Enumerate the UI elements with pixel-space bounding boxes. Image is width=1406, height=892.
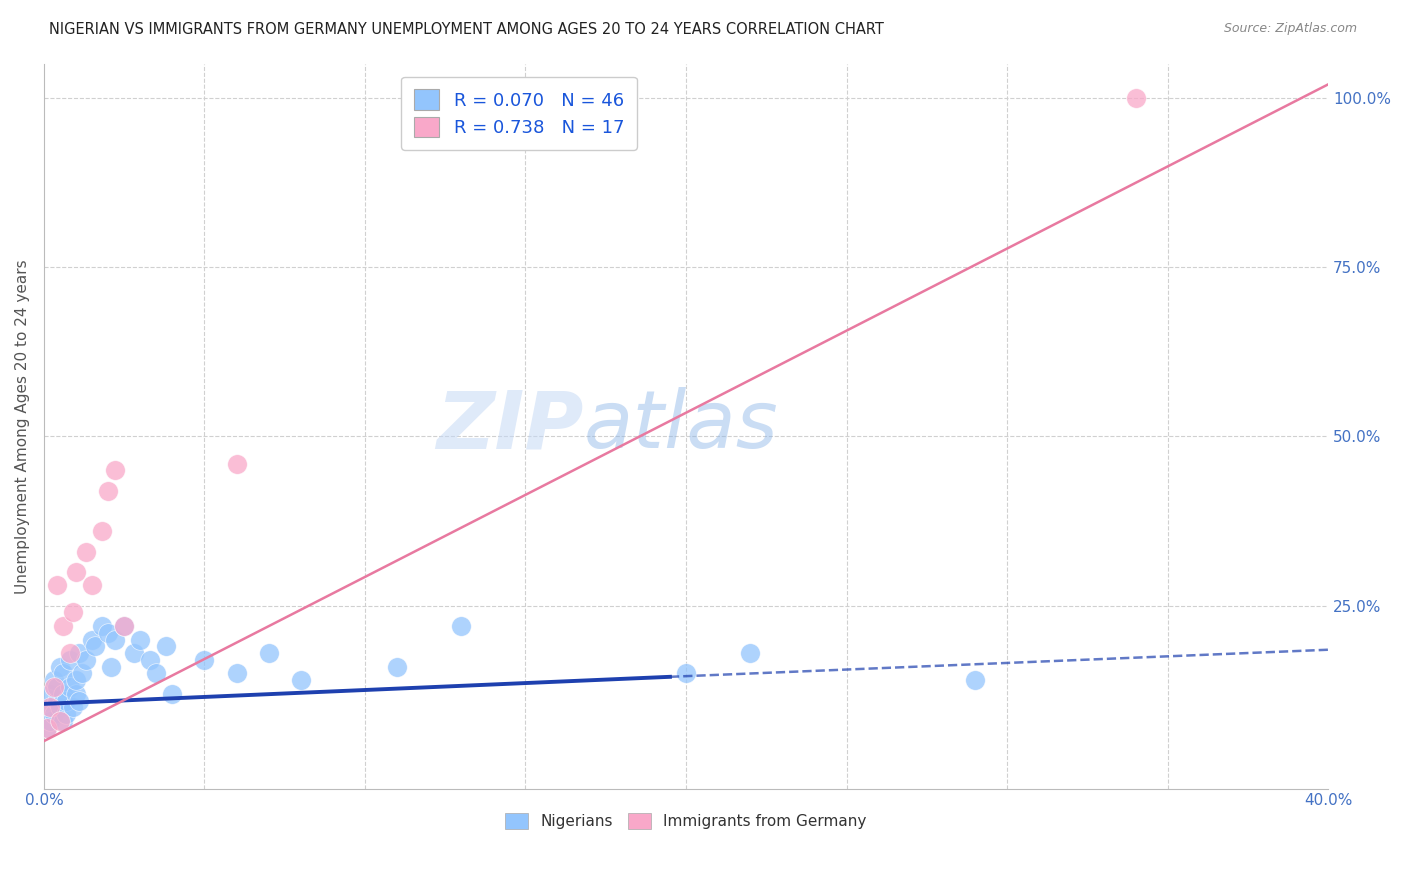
Point bbox=[62, 606, 84, 620]
Point bbox=[80, 632, 103, 647]
Point bbox=[1125, 91, 1147, 105]
Point bbox=[72, 666, 94, 681]
Point bbox=[100, 659, 122, 673]
Point bbox=[35, 700, 58, 714]
Point bbox=[39, 687, 62, 701]
Point bbox=[45, 578, 67, 592]
Text: atlas: atlas bbox=[583, 387, 778, 466]
Point bbox=[145, 666, 167, 681]
Point bbox=[963, 673, 986, 688]
Y-axis label: Unemployment Among Ages 20 to 24 years: Unemployment Among Ages 20 to 24 years bbox=[15, 259, 30, 593]
Point bbox=[740, 646, 762, 660]
Point bbox=[162, 687, 184, 701]
Text: NIGERIAN VS IMMIGRANTS FROM GERMANY UNEMPLOYMENT AMONG AGES 20 TO 24 YEARS CORRE: NIGERIAN VS IMMIGRANTS FROM GERMANY UNEM… bbox=[49, 22, 884, 37]
Point bbox=[139, 653, 162, 667]
Point bbox=[35, 721, 58, 735]
Point bbox=[193, 653, 215, 667]
Point bbox=[52, 666, 75, 681]
Point bbox=[103, 463, 125, 477]
Point bbox=[55, 707, 77, 722]
Point bbox=[45, 680, 67, 694]
Point bbox=[97, 483, 120, 498]
Point bbox=[55, 693, 77, 707]
Point bbox=[39, 714, 62, 728]
Point bbox=[45, 693, 67, 707]
Legend: Nigerians, Immigrants from Germany: Nigerians, Immigrants from Germany bbox=[499, 807, 873, 835]
Point bbox=[42, 680, 65, 694]
Point bbox=[80, 578, 103, 592]
Point bbox=[90, 619, 112, 633]
Point bbox=[52, 687, 75, 701]
Point bbox=[58, 680, 80, 694]
Point bbox=[39, 700, 62, 714]
Point bbox=[58, 646, 80, 660]
Point bbox=[84, 640, 107, 654]
Point bbox=[67, 693, 90, 707]
Point bbox=[67, 646, 90, 660]
Point bbox=[385, 659, 408, 673]
Point bbox=[155, 640, 177, 654]
Point bbox=[52, 714, 75, 728]
Point bbox=[52, 619, 75, 633]
Point bbox=[49, 659, 72, 673]
Point bbox=[58, 653, 80, 667]
Point bbox=[103, 632, 125, 647]
Point bbox=[225, 666, 247, 681]
Point bbox=[225, 457, 247, 471]
Point bbox=[129, 632, 152, 647]
Point bbox=[290, 673, 312, 688]
Point bbox=[450, 619, 472, 633]
Point bbox=[42, 707, 65, 722]
Point bbox=[675, 666, 697, 681]
Point bbox=[122, 646, 145, 660]
Point bbox=[112, 619, 135, 633]
Point bbox=[65, 565, 87, 579]
Point bbox=[257, 646, 280, 660]
Point bbox=[112, 619, 135, 633]
Point bbox=[65, 687, 87, 701]
Point bbox=[42, 673, 65, 688]
Text: ZIP: ZIP bbox=[436, 387, 583, 466]
Point bbox=[62, 700, 84, 714]
Text: Source: ZipAtlas.com: Source: ZipAtlas.com bbox=[1223, 22, 1357, 36]
Point bbox=[75, 544, 97, 558]
Point bbox=[90, 524, 112, 539]
Point bbox=[49, 714, 72, 728]
Point bbox=[65, 673, 87, 688]
Point bbox=[75, 653, 97, 667]
Point bbox=[49, 700, 72, 714]
Point bbox=[35, 721, 58, 735]
Point bbox=[97, 625, 120, 640]
